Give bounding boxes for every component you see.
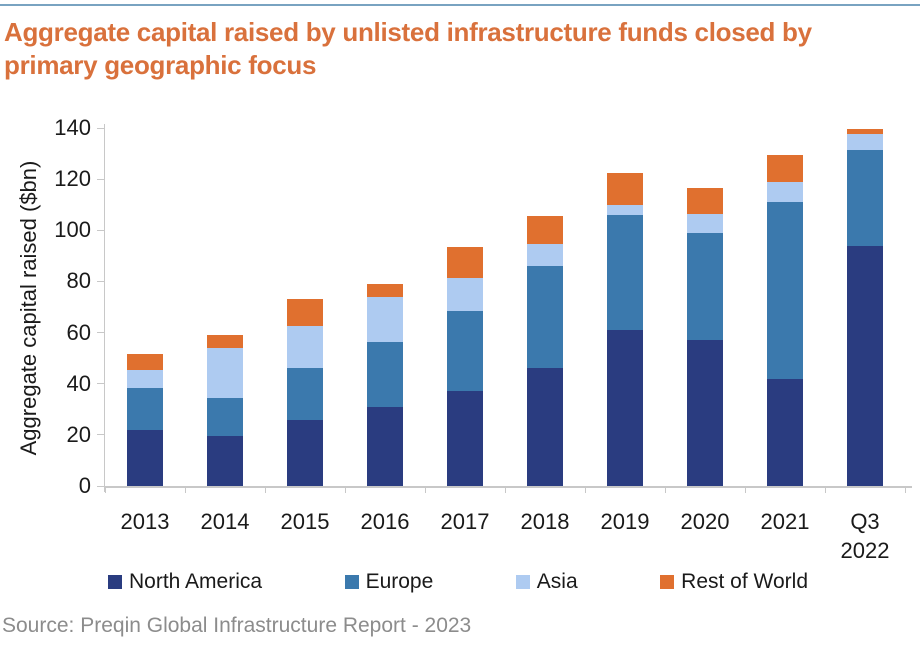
bar-segment-asia (207, 347, 243, 398)
bar-segment-rest-of-world (847, 129, 883, 135)
bar-segment-rest-of-world (527, 216, 563, 245)
y-tick-label: 100 (54, 217, 91, 243)
x-tick-mark (745, 486, 746, 493)
y-tick-label: 60 (66, 319, 91, 345)
legend-swatch-icon (660, 575, 675, 589)
x-axis-label: 2014 (200, 509, 250, 534)
legend-swatch-icon (515, 575, 530, 589)
legend-item-asia: Asia (515, 570, 578, 594)
y-tick-mark (97, 434, 104, 436)
x-axis-label: Q3 2022 (840, 509, 890, 563)
legend-label: Europe (365, 570, 434, 593)
bar-segment-europe (367, 341, 403, 407)
y-tick-mark (97, 383, 104, 385)
bar-segment-europe (527, 266, 563, 369)
bar-segment-rest-of-world (687, 188, 723, 214)
x-axis-label: 2019 (600, 509, 650, 534)
y-tick-label: 120 (54, 166, 91, 192)
x-axis-line (104, 486, 912, 488)
bar-segment-north-america (207, 436, 243, 486)
bar-segment-asia (287, 326, 323, 369)
bar-segment-north-america (287, 419, 323, 486)
legend-item-rest-of-world: Rest of World (660, 570, 808, 594)
bar-segment-europe (687, 232, 723, 341)
bar-segment-europe (447, 310, 483, 392)
bar-segment-asia (687, 213, 723, 233)
bar-segment-north-america (447, 391, 483, 486)
x-axis-label: 2017 (440, 509, 490, 534)
bar-segment-europe (607, 214, 643, 330)
x-tick-mark (505, 486, 506, 493)
bar-segment-north-america (367, 406, 403, 486)
bar-segment-europe (287, 368, 323, 420)
legend-label: North America (129, 570, 263, 593)
bar-segment-asia (607, 204, 643, 215)
bar-segment-asia (527, 244, 563, 267)
bar-segment-north-america (687, 340, 723, 486)
y-tick-mark (97, 178, 104, 180)
legend-label: Asia (536, 570, 578, 593)
x-axis-label: 2013 (120, 509, 170, 534)
source-note: Source: Preqin Global Infrastructure Rep… (2, 614, 472, 637)
y-tick-label: 40 (66, 370, 91, 396)
legend-label: Rest of World (681, 570, 808, 593)
bar-segment-europe (127, 387, 163, 430)
legend-item-europe: Europe (344, 570, 434, 594)
bar-segment-rest-of-world (447, 246, 483, 278)
bar-segment-north-america (767, 378, 803, 486)
y-tick-mark (97, 229, 104, 231)
bar-segment-north-america (127, 429, 163, 486)
legend-swatch-icon (108, 575, 122, 589)
bar-segment-rest-of-world (367, 283, 403, 297)
bar-segment-north-america (847, 245, 883, 486)
x-tick-mark (265, 486, 266, 493)
bar-segment-asia (847, 134, 883, 150)
bar-segment-rest-of-world (767, 154, 803, 182)
x-tick-mark (345, 486, 346, 493)
x-axis-label: 2020 (680, 509, 730, 534)
x-tick-mark (105, 486, 106, 493)
bar-segment-asia (367, 296, 403, 342)
bar-segment-rest-of-world (287, 299, 323, 327)
x-axis-label: 2015 (280, 509, 330, 534)
x-axis-label: 2021 (760, 509, 810, 534)
x-tick-mark (425, 486, 426, 493)
x-tick-mark (585, 486, 586, 493)
bar-segment-north-america (527, 368, 563, 486)
y-tick-mark (97, 332, 104, 334)
bar-segment-europe (207, 397, 243, 437)
x-tick-mark (825, 486, 826, 493)
legend-swatch-icon (344, 575, 359, 589)
bar-segment-europe (767, 202, 803, 379)
top-rule (0, 4, 920, 6)
y-tick-label: 140 (54, 115, 91, 140)
x-tick-mark (905, 486, 906, 493)
legend-item-north-america: North America (108, 570, 262, 594)
y-tick-label: 20 (66, 421, 91, 447)
bar-segment-asia (767, 181, 803, 203)
bar-segment-asia (447, 277, 483, 311)
x-axis-label: 2016 (360, 509, 410, 534)
chart-title: Aggregate capital raised by unlisted inf… (4, 17, 812, 80)
x-axis-label: 2018 (520, 509, 570, 534)
bar-segment-rest-of-world (207, 335, 243, 348)
y-tick-mark (97, 485, 104, 487)
y-tick-label: 0 (78, 473, 91, 498)
y-tick-label: 80 (66, 268, 91, 294)
y-tick-mark (97, 280, 104, 282)
bar-segment-rest-of-world (607, 172, 643, 205)
legend: North America Europe Asia Rest of World (108, 570, 808, 594)
bar-segment-asia (127, 369, 163, 388)
y-tick-mark (97, 127, 104, 129)
y-axis-line (104, 124, 105, 492)
x-tick-mark (665, 486, 666, 493)
bar-segment-north-america (607, 330, 643, 486)
bar-segment-rest-of-world (127, 354, 163, 370)
bar-segment-europe (847, 149, 883, 246)
x-tick-mark (185, 486, 186, 493)
